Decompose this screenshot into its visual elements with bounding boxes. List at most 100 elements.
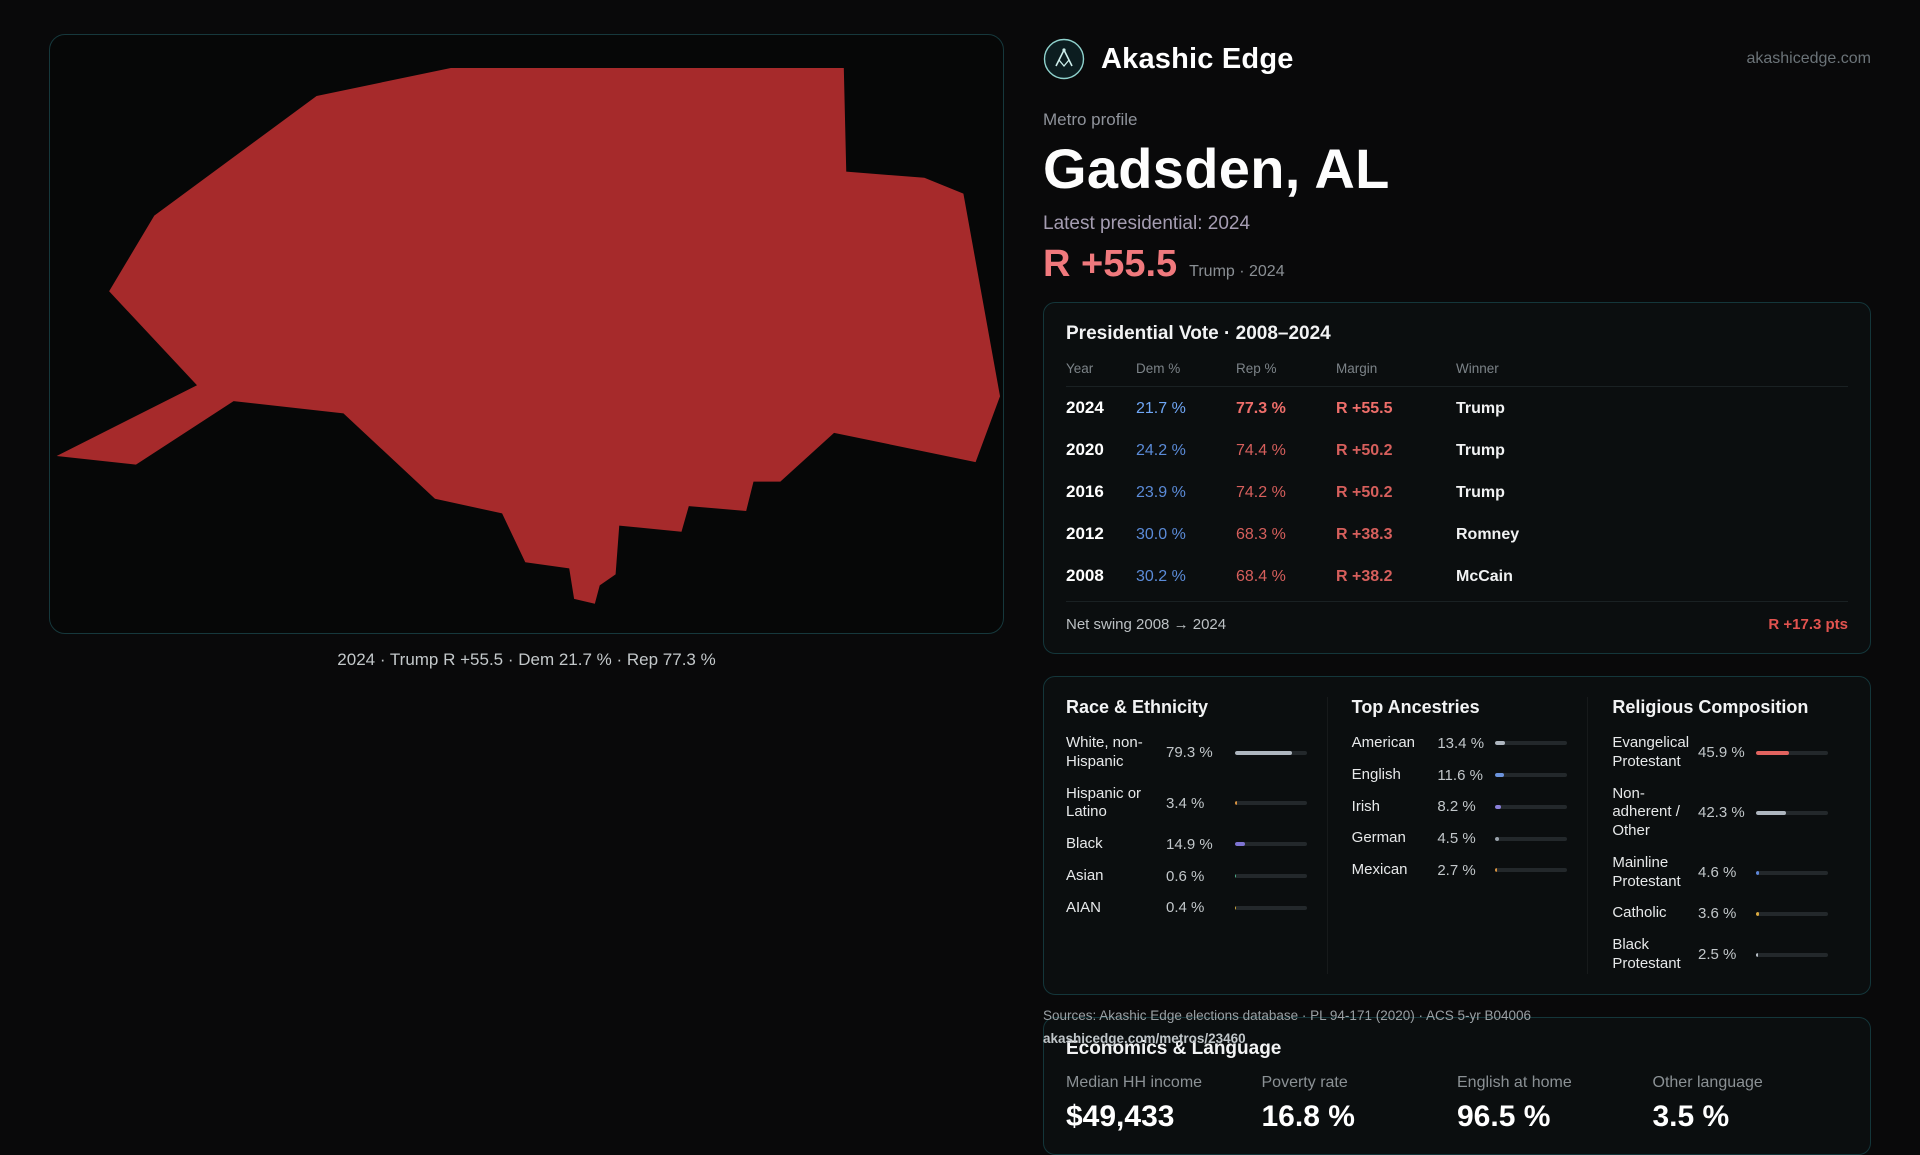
vote-cell-year: 2020 (1066, 440, 1136, 460)
map-caption: 2024 · Trump R +55.5 · Dem 21.7 % · Rep … (49, 650, 1004, 670)
brand-domain-link[interactable]: akashicedge.com (1746, 50, 1871, 68)
demo-bar (1756, 751, 1828, 755)
vote-cell-dem: 23.9 % (1136, 484, 1236, 502)
economics-stat: English at home 96.5 % (1457, 1074, 1653, 1134)
vote-cell-margin: R +55.5 (1336, 400, 1456, 418)
demo-bar-fill (1495, 741, 1505, 745)
headline-margin-value: R +55.5 (1043, 243, 1177, 286)
sources-footer: Sources: Akashic Edge elections database… (1043, 1006, 1531, 1050)
demo-bar (1495, 868, 1567, 872)
demo-label: German (1352, 829, 1438, 848)
demo-bar (1756, 953, 1828, 957)
vote-cell-margin: R +38.3 (1336, 526, 1456, 544)
economics-stat: Median HH income$49,433 (1066, 1074, 1262, 1134)
demo-bar (1756, 871, 1828, 875)
latest-presidential-label: Latest presidential: 2024 (1043, 213, 1871, 235)
metro-kicker: Metro profile (1043, 110, 1871, 130)
demo-label: Asian (1066, 867, 1166, 886)
vote-cell-rep: 68.3 % (1236, 526, 1336, 544)
demo-label: Mexican (1352, 861, 1438, 880)
demo-bar (1756, 811, 1828, 815)
vote-header-cell: Dem % (1136, 361, 1236, 376)
vote-cell-year: 2012 (1066, 524, 1136, 544)
demo-value: 14.9 % (1166, 836, 1224, 853)
metro-county-polygon (57, 68, 1000, 604)
economics-stat: Other language 3.5 % (1653, 1074, 1849, 1134)
vote-cell-margin: R +38.2 (1336, 568, 1456, 586)
race-ethnicity-title: Race & Ethnicity (1066, 697, 1307, 718)
stat-label: Other language (1653, 1074, 1849, 1092)
brand-name: Akashic Edge (1101, 43, 1294, 76)
metro-profile-panel: Akashic Edge akashicedge.com Metro profi… (1043, 0, 1871, 1080)
demo-label: White, non-Hispanic (1066, 734, 1166, 772)
demo-value: 13.4 % (1437, 735, 1495, 752)
vote-header-cell: Year (1066, 361, 1136, 376)
stat-value: 3.5 % (1653, 1100, 1849, 1134)
demo-bar (1235, 801, 1307, 805)
demo-bar-fill (1756, 751, 1789, 755)
demo-value: 2.7 % (1437, 862, 1495, 879)
stat-value: 16.8 % (1262, 1100, 1458, 1134)
vote-cell-dem: 30.2 % (1136, 568, 1236, 586)
headline-margin-note: Trump · 2024 (1189, 263, 1284, 281)
brand-logo-icon (1043, 38, 1085, 80)
metro-shape-map (50, 35, 1003, 633)
vote-cell-winner: Romney (1456, 526, 1848, 544)
demo-value: 4.5 % (1437, 830, 1495, 847)
stat-value: 96.5 % (1457, 1100, 1653, 1134)
vote-cell-year: 2008 (1066, 566, 1136, 586)
religious-composition-column: Religious Composition Evangelical Protes… (1587, 697, 1848, 974)
permalink-link[interactable]: akashicedge.com/metros/23460 (1043, 1029, 1246, 1049)
demo-bar-fill (1495, 837, 1498, 841)
stat-label: English at home (1457, 1074, 1653, 1092)
vote-cell-winner: Trump (1456, 442, 1848, 460)
demo-label: AIAN (1066, 899, 1166, 918)
religious-composition-title: Religious Composition (1612, 697, 1828, 718)
demo-bar-fill (1756, 953, 1758, 957)
demo-label: Irish (1352, 798, 1438, 817)
sources-line: Sources: Akashic Edge elections database… (1043, 1006, 1531, 1026)
vote-cell-year: 2016 (1066, 482, 1136, 502)
demo-bar-fill (1756, 912, 1759, 916)
demo-bar-fill (1235, 801, 1237, 805)
demo-label: Black Protestant (1612, 936, 1698, 974)
demo-bar-fill (1235, 751, 1292, 755)
demo-bar (1235, 751, 1307, 755)
demo-value: 45.9 % (1698, 744, 1756, 761)
demo-bar-fill (1756, 811, 1786, 815)
top-ancestries-title: Top Ancestries (1352, 697, 1568, 718)
vote-cell-rep: 74.4 % (1236, 442, 1336, 460)
headline-margin-row: R +55.5 Trump · 2024 (1043, 243, 1871, 286)
net-swing-value: R +17.3 pts (1768, 616, 1848, 633)
demo-label: Catholic (1612, 904, 1698, 923)
demo-bar (1235, 874, 1307, 878)
vote-cell-dem: 30.0 % (1136, 526, 1236, 544)
demo-bar (1495, 741, 1567, 745)
vote-table-footer: Net swing 2008 → 2024 R +17.3 pts (1066, 601, 1848, 633)
vote-header-cell: Rep % (1236, 361, 1336, 376)
brand-header: Akashic Edge akashicedge.com (1043, 36, 1871, 82)
